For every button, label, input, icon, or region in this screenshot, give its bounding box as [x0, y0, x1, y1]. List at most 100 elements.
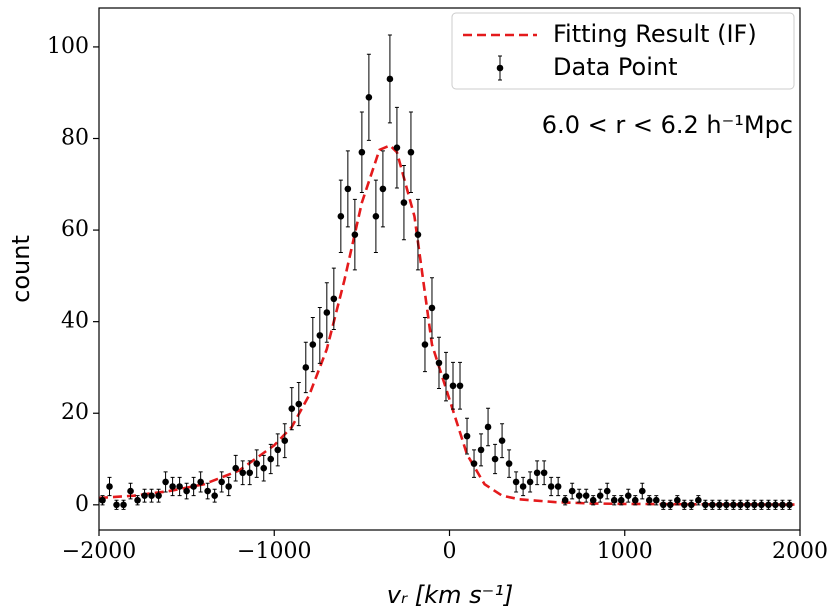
data-point — [610, 496, 618, 504]
data-point — [365, 93, 373, 101]
legend-label: Data Point — [553, 53, 678, 81]
data-point — [484, 423, 492, 431]
data-point — [751, 501, 758, 509]
data-point — [449, 382, 457, 390]
y-tick-label: 100 — [47, 34, 89, 59]
data-point — [737, 501, 744, 509]
data-point — [547, 483, 555, 490]
legend-label: Fitting Result (IF) — [553, 20, 757, 48]
data-point — [211, 492, 218, 499]
data-point — [106, 483, 113, 490]
y-axis-label: count — [7, 235, 35, 303]
data-point — [758, 501, 765, 509]
data-point — [281, 437, 289, 445]
x-tick-label: 0 — [443, 539, 457, 564]
data-point — [695, 496, 702, 504]
data-point — [351, 231, 359, 238]
data-point — [204, 487, 211, 495]
data-point — [765, 501, 772, 509]
data-point — [400, 199, 408, 206]
data-point — [624, 492, 632, 499]
data-point — [716, 501, 723, 509]
data-point — [603, 487, 611, 495]
data-point — [316, 332, 324, 339]
data-point — [407, 148, 415, 156]
data-point — [498, 437, 506, 445]
annotation: 6.0 < r < 6.2 h⁻¹Mpc — [542, 111, 793, 139]
fit-line — [98, 143, 801, 506]
data-point — [589, 496, 597, 504]
data-point — [246, 469, 254, 477]
data-point — [575, 492, 583, 499]
data-point — [358, 148, 366, 156]
data-point — [113, 501, 120, 509]
y-tick-label: 0 — [75, 492, 89, 517]
data-point — [421, 341, 429, 348]
data-point — [120, 501, 127, 509]
data-point — [631, 496, 639, 504]
data-point — [267, 455, 275, 463]
y-tick-label: 40 — [61, 309, 89, 334]
data-point — [674, 496, 681, 504]
data-point — [772, 501, 779, 509]
data-point — [232, 464, 239, 472]
data-point — [470, 460, 478, 467]
x-tick-label: 1000 — [597, 539, 653, 564]
data-point — [540, 469, 548, 477]
data-point — [141, 492, 148, 499]
data-point — [127, 487, 134, 495]
data-point — [435, 359, 443, 367]
y-tick-label: 80 — [61, 126, 89, 151]
data-point — [688, 501, 695, 509]
data-point — [295, 400, 303, 408]
data-point — [155, 492, 162, 499]
data-point — [681, 501, 688, 509]
data-point — [702, 501, 709, 509]
data-point — [596, 492, 604, 499]
y-tick-label: 60 — [61, 217, 89, 242]
data-point — [344, 185, 352, 193]
plot-frame — [98, 7, 801, 531]
data-point — [330, 295, 338, 303]
data-point — [428, 304, 436, 312]
data-point — [554, 483, 562, 490]
data-point — [519, 483, 527, 490]
data-point — [442, 373, 450, 380]
data-point — [337, 213, 345, 220]
x-axis-label: vᵣ [km s⁻¹] — [387, 581, 513, 609]
data-point — [709, 501, 716, 509]
data-point — [274, 446, 282, 454]
data-point — [477, 446, 485, 454]
data-point — [491, 455, 499, 463]
x-tick-label: −1000 — [237, 539, 311, 564]
data-point — [197, 478, 204, 486]
data-point — [723, 501, 730, 509]
data-point — [379, 185, 387, 193]
data-point — [463, 432, 471, 440]
data-point — [660, 501, 667, 509]
data-point — [582, 492, 590, 499]
data-point — [253, 460, 261, 467]
data-point — [568, 487, 576, 495]
legend-box — [451, 12, 795, 90]
data-point — [533, 469, 541, 477]
y-tick-label: 20 — [61, 400, 89, 425]
data-point — [183, 487, 190, 495]
data-point — [386, 75, 394, 83]
legend-dot — [496, 64, 504, 72]
data-point — [148, 492, 155, 499]
data-point — [372, 213, 380, 220]
data-point — [730, 501, 737, 509]
data-point — [414, 231, 422, 238]
data-point — [169, 483, 176, 490]
data-point — [218, 478, 225, 486]
data-point — [561, 496, 569, 504]
data-point — [744, 501, 751, 509]
data-point — [667, 501, 674, 509]
data-point — [134, 496, 141, 504]
data-point — [176, 483, 183, 490]
data-point — [526, 478, 534, 486]
data-point — [645, 496, 653, 504]
data-point — [260, 464, 268, 472]
data-point — [309, 341, 317, 348]
